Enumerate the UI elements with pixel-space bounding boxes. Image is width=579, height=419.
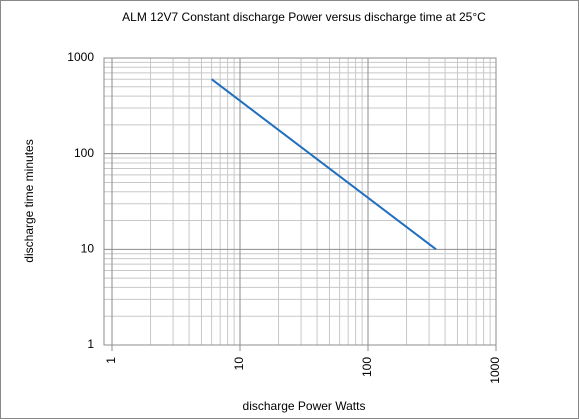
y-tick-label: 10 (81, 242, 95, 256)
x-tick-label: 10 (232, 357, 246, 371)
y-axis-label: discharge time minutes (22, 139, 36, 262)
y-tick-label: 1 (87, 337, 94, 351)
data-line (210, 78, 437, 251)
x-tick-label: 100 (360, 357, 374, 377)
chart-title: ALM 12V7 Constant discharge Power versus… (122, 10, 486, 24)
x-axis-label: discharge Power Watts (243, 399, 366, 413)
y-tick-label: 100 (74, 146, 94, 160)
x-tick-label: 1000 (488, 357, 502, 384)
y-tick-label: 1000 (67, 50, 94, 64)
x-tick-label: 1 (104, 357, 118, 364)
plot-frame (103, 57, 497, 346)
